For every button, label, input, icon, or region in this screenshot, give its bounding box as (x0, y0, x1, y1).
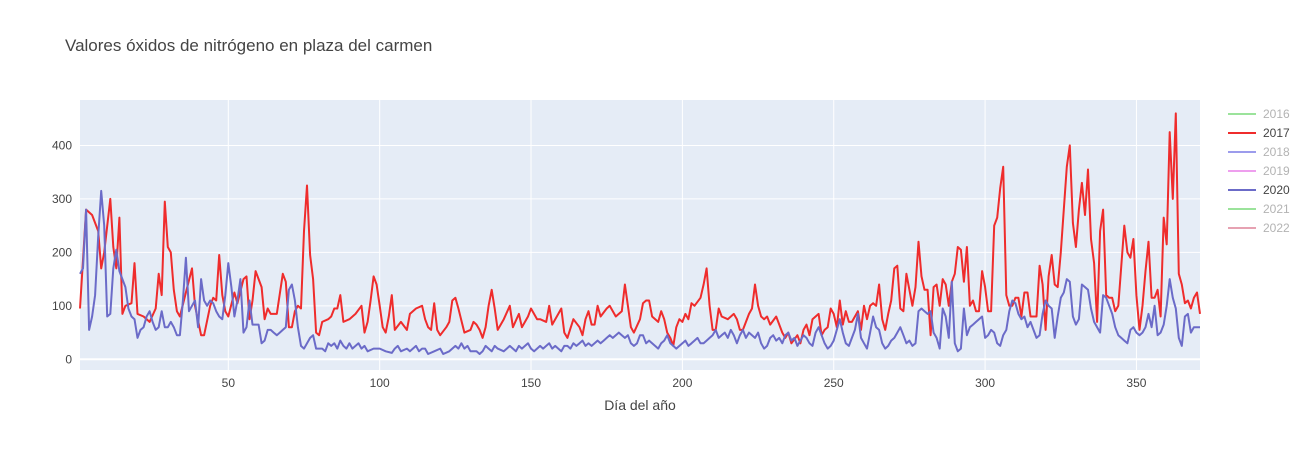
plot-area[interactable] (80, 100, 1200, 370)
legend-label: 2016 (1263, 107, 1290, 121)
legend: 2016 2017 2018 2019 2020 2021 2022 (1228, 107, 1290, 235)
x-tick-label: 200 (672, 376, 692, 390)
x-tick-label: 50 (222, 376, 236, 390)
x-tick-label: 250 (824, 376, 844, 390)
legend-item-2018[interactable]: 2018 (1228, 145, 1290, 159)
legend-item-2019[interactable]: 2019 (1228, 164, 1290, 178)
legend-label: 2020 (1263, 183, 1290, 197)
x-axis-label: Día del año (604, 397, 676, 413)
legend-label: 2018 (1263, 145, 1290, 159)
legend-item-2020[interactable]: 2020 (1228, 183, 1290, 197)
series-line-2017[interactable] (79, 112, 1201, 347)
legend-item-2016[interactable]: 2016 (1228, 107, 1290, 121)
legend-label: 2022 (1263, 221, 1290, 235)
x-tick-label: 100 (370, 376, 390, 390)
x-tick-label: 350 (1126, 376, 1146, 390)
legend-label: 2019 (1263, 164, 1290, 178)
x-gridlines (227, 100, 1137, 370)
x-tick-label: 300 (975, 376, 995, 390)
chart-title: Valores óxidos de nitrógeno en plaza del… (65, 36, 432, 55)
y-tick-label: 100 (52, 299, 72, 313)
x-tick-label: 150 (521, 376, 541, 390)
legend-label: 2017 (1263, 126, 1290, 140)
legend-item-2022[interactable]: 2022 (1228, 221, 1290, 235)
y-tick-label: 200 (52, 245, 72, 259)
series-layer (79, 112, 1201, 355)
y-tick-label: 400 (52, 138, 72, 152)
y-gridlines (80, 144, 1200, 361)
y-tick-label: 300 (52, 192, 72, 206)
legend-label: 2021 (1263, 202, 1290, 216)
y-tick-labels: 0 100 200 300 400 (52, 138, 72, 366)
series-line-2020[interactable] (79, 189, 1200, 355)
legend-item-2017[interactable]: 2017 (1228, 126, 1290, 140)
x-tick-labels: 50 100 150 200 250 300 350 (222, 376, 1147, 390)
y-tick-label: 0 (65, 352, 72, 366)
legend-item-2021[interactable]: 2021 (1228, 202, 1290, 216)
